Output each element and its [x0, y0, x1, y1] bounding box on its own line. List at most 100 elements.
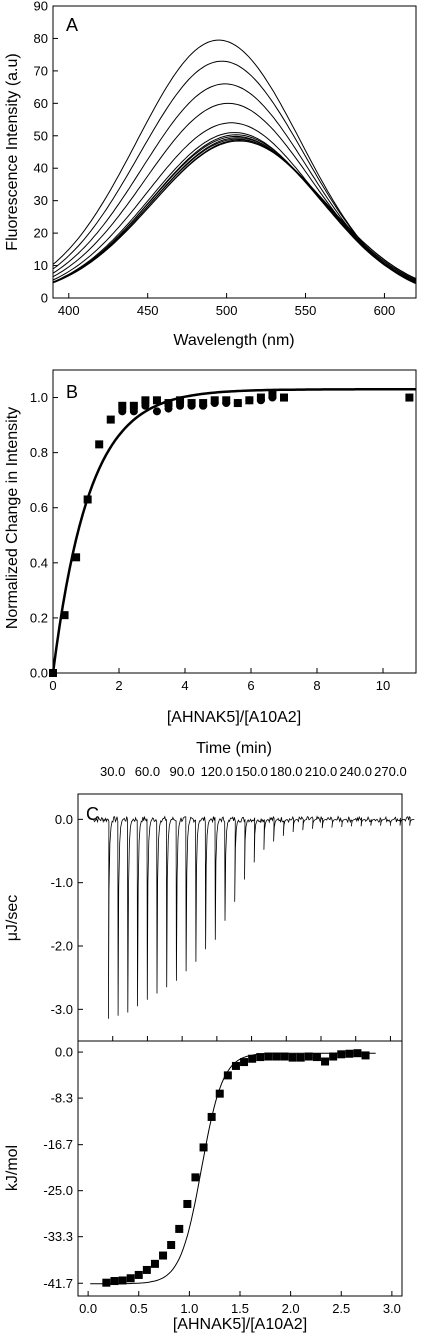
heat-point-square [256, 1053, 265, 1062]
spectrum-curve [52, 102, 417, 284]
panel-c-letter: C [86, 804, 99, 824]
heat-point-square [175, 1224, 184, 1233]
y-tick-label: 0.0 [55, 1045, 73, 1060]
y-tick-label: 0.0 [30, 666, 48, 681]
x-tick-label: 2.5 [332, 1301, 350, 1316]
data-point-circle [268, 393, 277, 402]
y-tick-label: 0.8 [30, 445, 48, 460]
y-tick-label: 0.6 [30, 500, 48, 515]
spectrum-curve [52, 132, 417, 283]
x-tick-label: 2.0 [282, 1301, 300, 1316]
panel-a-y-axis-label: Fluorescence Intensity (a.u) [4, 53, 21, 250]
heat-point-square [167, 1241, 176, 1249]
data-point-square [72, 553, 81, 562]
y-tick-label: -41.7 [43, 1276, 73, 1291]
heat-point-square [183, 1199, 192, 1208]
y-tick-label: 0.4 [30, 555, 48, 570]
heat-point-square [142, 1265, 151, 1274]
y-tick-label: -25.0 [43, 1183, 73, 1198]
x-tick-label: 240.0 [339, 764, 372, 779]
x-tick-label: 0.5 [130, 1301, 148, 1316]
data-point-square [95, 440, 104, 449]
heat-point-square [240, 1058, 249, 1067]
x-tick-label: 4 [181, 678, 188, 693]
y-tick-label: -1.0 [51, 875, 73, 890]
heat-point-square [345, 1049, 354, 1058]
heat-point-square [199, 1143, 208, 1152]
x-tick-label: 60.0 [135, 764, 160, 779]
heat-point-square [280, 1052, 289, 1061]
panel-c-integrated-x-axis-label: [AHNAK5]/[A10A2] [173, 1316, 307, 1333]
x-tick-label: 3.0 [383, 1301, 401, 1316]
data-point-circle [256, 396, 265, 405]
heat-point-square [361, 1051, 370, 1060]
data-point-circle [141, 401, 150, 410]
data-point-square [118, 401, 127, 410]
panel-c-raw-y-ticks: 0.0 -1.0 -2.0 -3.0 [51, 812, 83, 1017]
panel-c-integrated: 0.0 0.5 1.0 1.5 2.0 2.5 3.0 0.0 -8.3 -16.7 -25.0 -… [4, 1040, 403, 1333]
heat-point-square [329, 1052, 338, 1061]
x-tick-label: 10 [376, 678, 390, 693]
y-tick-label: -33.3 [43, 1229, 73, 1244]
heat-point-square [296, 1053, 305, 1062]
spectrum-curve [52, 140, 417, 284]
y-tick-label: -16.7 [43, 1137, 73, 1152]
panel-b-points [49, 390, 414, 677]
x-tick-label: 2 [115, 678, 122, 693]
panel-c-raw-frame [77, 793, 403, 1042]
data-point-circle [210, 399, 219, 408]
panel-c-raw-trace [91, 815, 415, 1019]
spectrum-curve [52, 83, 417, 284]
panel-b-y-ticks: 0.0 0.2 0.4 0.6 0.8 1.0 [30, 390, 58, 681]
panel-c-integrated-y-axis-label: kJ/mol [4, 1145, 21, 1191]
heat-point-square [337, 1050, 346, 1059]
x-tick-label: 1.0 [180, 1301, 198, 1316]
data-point-circle [222, 399, 231, 408]
data-point-square [106, 415, 115, 424]
panel-c-integrated-y-ticks: 0.0 -8.3 -16.7 -25.0 -33.3 -41.7 [43, 1045, 83, 1291]
panel-c-raw: Time (min) 30.0 60.0 90.0 120.0 150.0 180.0 21… [4, 740, 415, 1042]
spectrum-curve [52, 60, 417, 284]
x-tick-label: 210.0 [305, 764, 338, 779]
y-tick-label: 50 [34, 128, 48, 143]
data-point-circle [152, 407, 161, 416]
data-point-square [129, 401, 138, 410]
x-tick-label: 500 [216, 303, 238, 318]
y-tick-label: 70 [34, 63, 48, 78]
y-tick-label: 40 [34, 161, 48, 176]
y-tick-label: -8.3 [51, 1091, 73, 1106]
panel-a-x-ticks: 400 450 500 550 600 [58, 293, 395, 318]
x-tick-label: 150.0 [235, 764, 268, 779]
x-tick-label: 120.0 [201, 764, 234, 779]
spectrum-curve [52, 138, 417, 283]
panel-a-letter: A [66, 15, 78, 35]
x-tick-label: 270.0 [374, 764, 407, 779]
data-point-circle [118, 407, 127, 416]
x-tick-label: 0 [49, 678, 56, 693]
heat-point-square [304, 1052, 313, 1061]
y-tick-label: 20 [34, 226, 48, 241]
y-tick-label: 0.2 [30, 610, 48, 625]
heat-point-square [231, 1061, 240, 1070]
data-point-circle [245, 396, 254, 405]
panel-b-frame [52, 369, 417, 674]
panel-b-letter: B [66, 382, 78, 402]
data-point-square [405, 393, 414, 402]
panel-c-raw-x-ticks: 30.0 60.0 90.0 120.0 150.0 180.0 210.0 240.0 270… [100, 764, 407, 1041]
heat-point-square [191, 1173, 200, 1182]
heat-point-square [264, 1052, 273, 1061]
saturation-fit-line [51, 388, 416, 674]
y-tick-label: 1.0 [30, 390, 48, 405]
heat-point-square [215, 1089, 224, 1098]
heat-point-square [223, 1071, 232, 1080]
y-tick-label: 80 [34, 31, 48, 46]
panel-c-raw-y-axis-label: μJ/sec [4, 895, 21, 942]
y-tick-label: 30 [34, 193, 48, 208]
data-point-circle [199, 401, 208, 410]
heat-point-square [134, 1270, 143, 1279]
x-tick-label: 600 [374, 303, 396, 318]
itc-raw-trace [91, 815, 415, 1019]
heat-point-square [248, 1054, 257, 1063]
